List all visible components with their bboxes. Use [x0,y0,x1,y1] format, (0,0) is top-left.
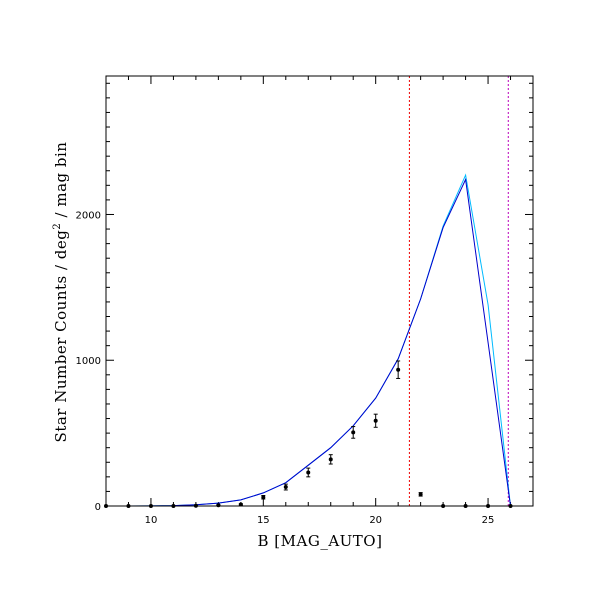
data-point [261,495,266,500]
x-tick-label: 10 [145,515,158,526]
data-point [306,470,311,475]
x-tick-label: 15 [257,515,270,526]
y-tick-label: 2000 [76,210,101,221]
x-tick-label: 20 [369,515,382,526]
y-axis-title-tail: / mag bin [52,142,70,223]
x-axis-title: B [MAG_AUTO] [258,532,383,550]
tick-labels: 10 15 20 25 0 1000 2000 [76,210,495,526]
data-point [283,485,288,490]
y-tick-label: 0 [95,502,101,513]
x-tick-label: 25 [482,515,495,526]
y-axis-title: Star Number Counts / deg2 / mag bin [52,142,70,443]
data-point [351,430,356,435]
data-point [396,367,401,372]
data-point [418,492,423,497]
data-point [328,457,333,462]
y-axis-title-superscript: 2 [52,223,63,230]
data-point [373,418,378,423]
plot-frame [105,75,534,507]
data-point [216,503,221,508]
y-tick-label: 1000 [76,356,101,367]
y-axis-title-main: Star Number Counts / deg [52,230,70,443]
